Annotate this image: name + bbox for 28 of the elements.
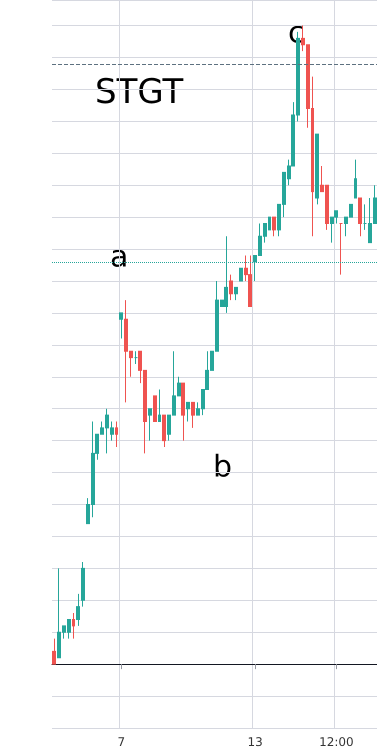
candlestick bbox=[72, 612, 75, 640]
candlestick bbox=[186, 402, 190, 422]
candlestick bbox=[153, 395, 157, 422]
candlestick bbox=[181, 382, 185, 442]
candlestick bbox=[115, 420, 118, 448]
candlestick bbox=[239, 268, 243, 282]
candlestick bbox=[134, 350, 138, 364]
x-tick-label: 7 bbox=[117, 735, 126, 749]
candlestick bbox=[339, 223, 343, 276]
candlestick bbox=[81, 561, 85, 608]
x-tick-label: 12:00 bbox=[319, 735, 354, 749]
x-tick-label: 13 bbox=[247, 735, 263, 749]
candlestick bbox=[358, 197, 362, 237]
candlestick bbox=[76, 593, 80, 626]
candlestick bbox=[354, 159, 357, 198]
candlestick bbox=[148, 408, 152, 442]
annotation: STGT bbox=[94, 72, 184, 112]
candlestick bbox=[272, 216, 276, 237]
candlestick bbox=[234, 286, 238, 301]
annotation: b bbox=[213, 450, 232, 484]
candlestick bbox=[229, 274, 233, 301]
candlestick bbox=[158, 389, 161, 422]
candlestick bbox=[119, 312, 123, 339]
candlestick bbox=[191, 402, 195, 428]
candlestick bbox=[248, 254, 252, 308]
candlestick bbox=[52, 638, 56, 665]
candlestick bbox=[162, 414, 166, 448]
candlestick bbox=[315, 134, 319, 205]
